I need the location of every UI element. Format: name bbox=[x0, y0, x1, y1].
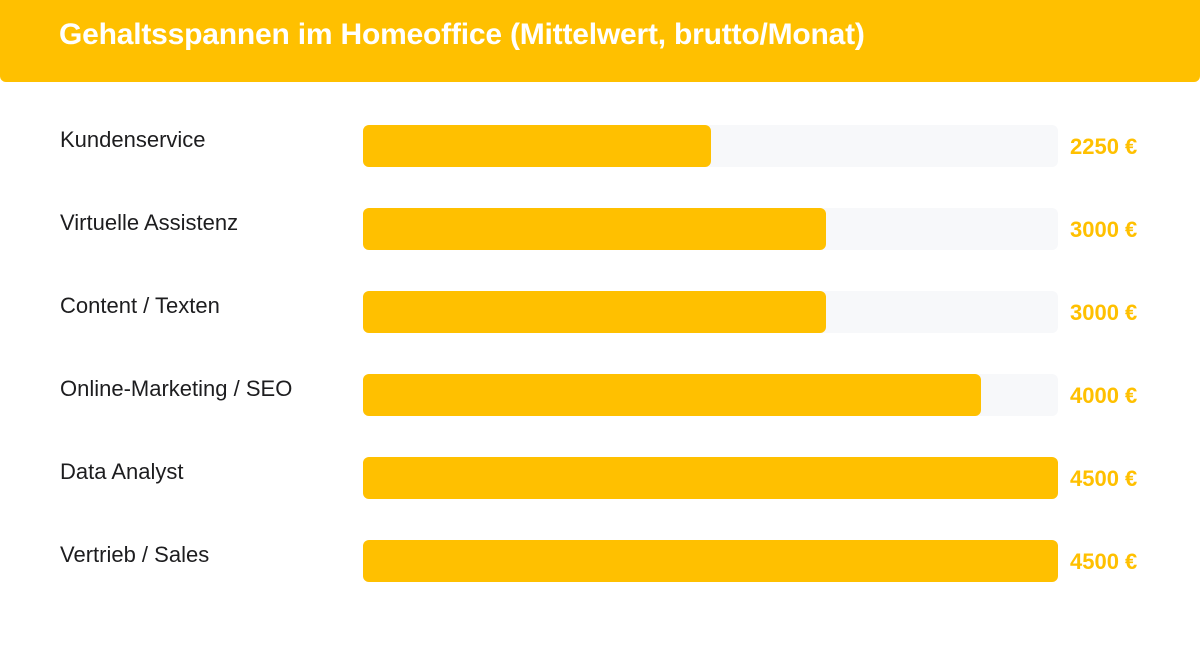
value-label: 3000 € bbox=[1070, 300, 1138, 325]
bar-track bbox=[363, 208, 1058, 250]
chart-title: Gehaltsspannen im Homeoffice (Mittelwert… bbox=[59, 18, 865, 51]
value-label: 4000 € bbox=[1070, 383, 1138, 408]
chart-row: Kundenservice 2250 € bbox=[0, 125, 1200, 169]
bar-track bbox=[363, 457, 1058, 499]
bar-track bbox=[363, 125, 1058, 167]
chart-row: Vertrieb / Sales 4500 € bbox=[0, 540, 1200, 584]
category-label: Data Analyst bbox=[60, 459, 184, 484]
bar bbox=[363, 125, 711, 167]
bar bbox=[363, 208, 826, 250]
bar-track bbox=[363, 540, 1058, 582]
title-banner: Gehaltsspannen im Homeoffice (Mittelwert… bbox=[0, 0, 1200, 82]
chart-row: Content / Texten 3000 € bbox=[0, 291, 1200, 335]
bar-track bbox=[363, 291, 1058, 333]
value-label: 4500 € bbox=[1070, 549, 1138, 574]
chart-row: Data Analyst 4500 € bbox=[0, 457, 1200, 501]
category-label: Kundenservice bbox=[60, 127, 206, 152]
chart-row: Virtuelle Assistenz 3000 € bbox=[0, 208, 1200, 252]
category-label: Content / Texten bbox=[60, 293, 220, 318]
category-label: Virtuelle Assistenz bbox=[60, 210, 239, 235]
value-label: 4500 € bbox=[1070, 466, 1138, 491]
value-label: 3000 € bbox=[1070, 217, 1138, 242]
category-label: Vertrieb / Sales bbox=[60, 542, 210, 567]
bar bbox=[363, 291, 826, 333]
value-label: 2250 € bbox=[1070, 134, 1138, 159]
chart-row: Online-Marketing / SEO 4000 € bbox=[0, 374, 1200, 418]
bar bbox=[363, 540, 1058, 582]
category-label: Online-Marketing / SEO bbox=[60, 376, 293, 401]
bar bbox=[363, 457, 1058, 499]
bar-track bbox=[363, 374, 1058, 416]
bar bbox=[363, 374, 981, 416]
